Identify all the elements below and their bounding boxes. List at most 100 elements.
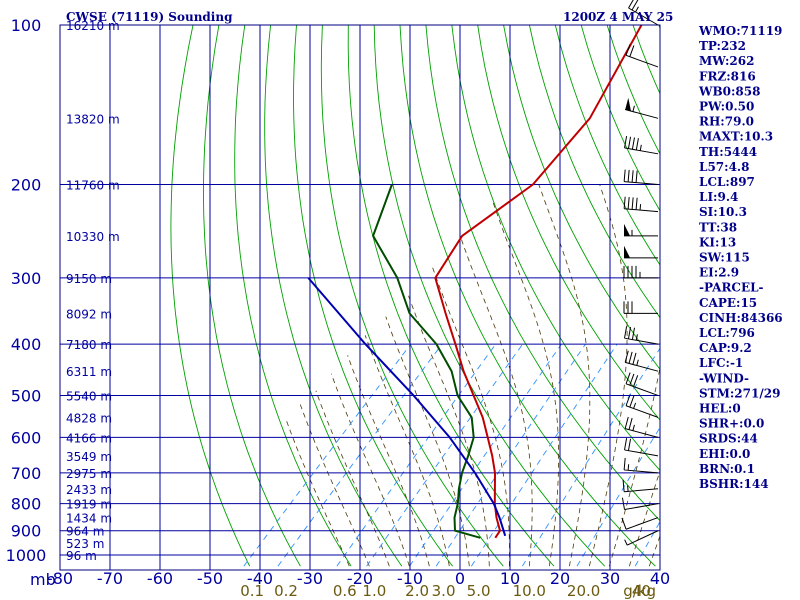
mixing-ratio-tick-label: 2.0 (405, 582, 429, 600)
index-value: RH:79.0 (699, 115, 754, 129)
wind-barb-feather (635, 138, 639, 151)
wind-barb (623, 301, 658, 314)
wind-barb-feather (623, 457, 626, 470)
mixing-ratio-line (435, 343, 586, 567)
wind-barb-feather (635, 197, 638, 210)
wind-barb-pennant (625, 97, 631, 112)
temperature-tick-label: 10 (500, 569, 520, 588)
wind-barb-staff (625, 361, 659, 372)
index-value: CAP:9.2 (699, 341, 752, 355)
wind-barb-feather (631, 137, 635, 150)
dry-adiabat (451, 25, 660, 472)
index-value: BRN:0.1 (699, 462, 755, 476)
wind-barb-feather (629, 45, 635, 57)
mixing-ratio-tick-label: 0.2 (274, 582, 298, 600)
wind-barb-feather (625, 394, 631, 406)
wind-barb (625, 97, 659, 119)
wind-barb-half-feather (627, 464, 630, 471)
wind-barb-feather (623, 169, 626, 182)
index-value: TT:38 (699, 220, 737, 234)
wind-barb-feather (628, 351, 633, 364)
wind-barb-staff (624, 147, 659, 155)
height-label: 2975 m (66, 467, 112, 481)
height-label: 11760 m (66, 179, 120, 193)
plot-frame (59, 24, 661, 571)
wind-barb (623, 265, 658, 279)
dry-adiabat (528, 25, 660, 319)
wind-barbs (621, 0, 659, 546)
dry-adiabat (293, 25, 453, 567)
height-label: 10330 m (66, 230, 120, 244)
wind-barb-feather (635, 170, 638, 183)
wind-barb-feather (621, 517, 627, 530)
wind-barb-feather (625, 372, 631, 384)
moist-adiabat (330, 373, 410, 567)
height-label: 2433 m (66, 483, 112, 497)
wind-barb-staff (625, 428, 659, 438)
moist-adiabat (364, 335, 450, 567)
moist-adiabat (285, 419, 350, 567)
pressure-tick-label: 700 (11, 464, 42, 483)
moist-adiabat (538, 184, 591, 567)
mixing-ratio-tick-label: 40 (632, 582, 651, 600)
index-value: L57:4.8 (699, 160, 749, 174)
wind-barb-pennant (624, 223, 630, 236)
temperature-tick-label: -20 (347, 569, 373, 588)
height-label: 5540 m (66, 389, 112, 403)
moist-adiabat (385, 316, 470, 567)
index-value: SW:115 (699, 251, 750, 265)
wind-barb-feather (633, 375, 639, 387)
wind-barb-feather (627, 326, 632, 339)
height-label: 96 m (66, 549, 97, 563)
height-label: 7180 m (66, 338, 112, 352)
temperature-tick-label: -10 (397, 569, 423, 588)
dry-adiabat (503, 25, 660, 370)
pressure-tick-label: 600 (11, 428, 42, 447)
mixing-ratio-tick-label: 1.0 (362, 582, 386, 600)
wind-barb (625, 394, 659, 418)
wind-barb-feather (631, 170, 634, 183)
wind-barb (623, 169, 659, 186)
mixing-ratio-tick-label: 5.0 (467, 582, 491, 600)
wind-barb-feather (627, 169, 630, 182)
wind-barb-staff (625, 405, 659, 418)
mixing-ratio-lines (243, 343, 660, 567)
wind-barb-feather (622, 479, 625, 492)
wind-barb-feather (624, 350, 629, 363)
pressure-tick-label: 300 (11, 269, 42, 288)
wind-barb-half-feather (635, 6, 639, 13)
dry-adiabat (373, 25, 606, 567)
pressure-tick-label: 400 (11, 335, 42, 354)
chart-datetime: 1200Z 4 MAY 25 (563, 10, 673, 24)
wind-barb-pennant (624, 245, 630, 258)
wind-barb-feather (629, 395, 635, 408)
index-value: PW:0.50 (699, 100, 754, 114)
wind-barb (624, 350, 659, 372)
moist-adiabat (299, 404, 370, 567)
pressure-unit-label: mb (30, 570, 56, 589)
wind-barb (621, 517, 659, 530)
wind-barb-half-feather (635, 334, 638, 341)
moist-adiabat (588, 184, 628, 567)
moist-adiabat (492, 201, 559, 567)
height-label: 9150 m (66, 272, 112, 286)
index-value: WB0:858 (698, 84, 760, 98)
chart-title: CWSE (71119) Sounding (66, 10, 233, 24)
index-value: EI:2.9 (699, 266, 739, 280)
index-value: CINH:84366 (699, 311, 783, 325)
pressure-tick-label: 800 (11, 495, 42, 514)
index-value: -PARCEL- (699, 281, 764, 295)
wind-barb-feather (624, 136, 628, 148)
pressure-tick-label: 1000 (6, 546, 47, 565)
moist-adiabat (407, 292, 490, 567)
wind-barb-half-feather (633, 402, 637, 409)
index-value: MAXT:10.3 (699, 130, 773, 144)
height-label: 523 m (66, 537, 104, 551)
height-label: 1434 m (66, 512, 112, 526)
height-label: 13820 m (66, 112, 120, 126)
wind-barb-staff (625, 54, 659, 68)
index-value: TH:5444 (699, 145, 757, 159)
temperature-tick-label: -60 (147, 569, 173, 588)
